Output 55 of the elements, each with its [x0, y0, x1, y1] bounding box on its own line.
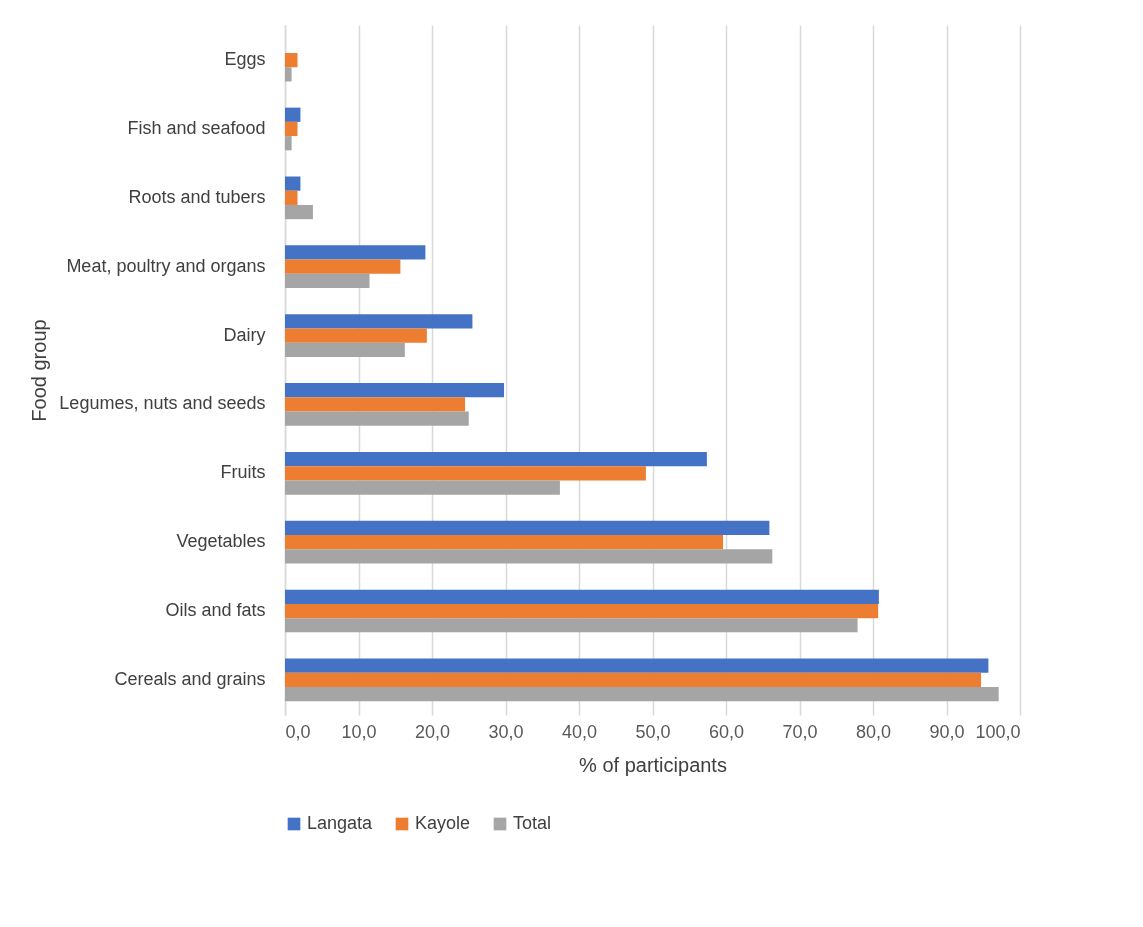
y-tick-label: Vegetables — [176, 531, 266, 552]
bar — [285, 618, 858, 633]
x-tick-label: 0,0 — [285, 721, 311, 742]
y-tick-label: Meat, poultry and organs — [66, 255, 266, 276]
y-tick-label: Oils and fats — [165, 600, 266, 621]
y-tick-label: Cereals and grains — [114, 668, 266, 689]
y-tick-label: Dairy — [223, 324, 266, 345]
x-tick-label: 80,0 — [855, 721, 892, 742]
bar — [285, 451, 707, 467]
bar — [285, 589, 879, 604]
bar — [285, 245, 426, 260]
bar — [285, 190, 298, 205]
y-tick-label: Eggs — [224, 49, 266, 70]
bar — [285, 176, 301, 191]
bar — [285, 520, 770, 536]
x-tick-label: 60,0 — [708, 721, 745, 742]
bar — [285, 67, 292, 82]
bar — [285, 603, 879, 619]
x-axis-title: % of participants — [579, 753, 727, 776]
x-tick-label: 20,0 — [414, 721, 451, 742]
y-tick-label: Fruits — [220, 462, 266, 483]
bar — [285, 107, 301, 122]
y-tick-label: Fish and seafood — [127, 117, 266, 138]
bar — [285, 383, 505, 398]
bar — [285, 480, 560, 495]
x-tick-label: 100,0 — [975, 721, 1021, 742]
y-tick-label: Legumes, nuts and seeds — [59, 393, 266, 414]
x-tick-label: 30,0 — [488, 721, 524, 742]
bar — [285, 672, 982, 687]
x-tick-label: 10,0 — [341, 721, 377, 742]
y-axis-title: Food group — [27, 319, 50, 422]
bar — [285, 658, 989, 673]
bar — [285, 259, 401, 274]
bar — [285, 273, 370, 289]
bar — [285, 466, 646, 481]
y-tick-label: Roots and tubers — [128, 186, 266, 207]
bar — [285, 342, 405, 357]
bar — [285, 121, 298, 137]
bar — [285, 397, 466, 412]
legend-label: Total — [513, 813, 552, 833]
bar — [285, 535, 724, 550]
legend-label: Kayole — [415, 813, 471, 833]
bar — [285, 53, 298, 68]
bar — [285, 549, 773, 564]
x-tick-label: 50,0 — [635, 721, 671, 742]
x-tick-label: 40,0 — [561, 721, 598, 742]
bar — [285, 411, 469, 426]
legend-label: Langata — [307, 813, 374, 833]
x-tick-label: 70,0 — [782, 721, 818, 742]
bar — [285, 314, 473, 329]
bar — [285, 204, 313, 220]
bar — [285, 136, 292, 151]
bar — [285, 687, 999, 702]
bar — [285, 328, 427, 343]
x-tick-label: 90,0 — [929, 721, 965, 742]
